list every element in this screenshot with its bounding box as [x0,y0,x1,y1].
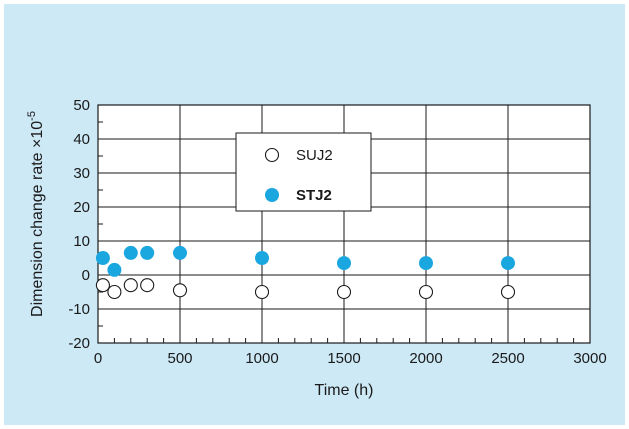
y-tick-label: 30 [73,165,90,182]
y-axis-title: Dimension change rate ×10-5 [26,111,46,317]
data-point-stj2 [255,251,269,265]
x-tick-label: 3000 [573,350,606,367]
data-point-stj2 [95,251,110,265]
legend-label-stj2: STJ2 [296,187,332,204]
data-point-suj2 [107,284,122,300]
data-point-stj2 [501,256,515,271]
legend-label-suj2: SUJ2 [296,147,333,164]
y-tick-label: -10 [68,301,90,318]
legend: SUJ2 STJ2 [235,132,372,212]
y-tick-label: 40 [73,131,90,148]
y-tick-label: 0 [82,267,90,284]
data-point-suj2 [95,278,110,293]
y-tick-label: -20 [68,335,90,352]
plot-border [97,104,591,344]
data-point-suj2 [140,278,155,293]
data-point-suj2 [500,284,516,300]
data-point-suj2 [254,284,270,300]
data-point-suj2 [172,283,188,298]
x-tick-label: 0 [94,350,102,367]
data-point-stj2 [419,256,433,271]
x-tick-labels: 0 500 1000 1500 2000 2500 3000 [94,350,607,367]
legend-box [235,132,372,212]
x-tick-label: 2000 [409,350,442,367]
x-tick-label: 1000 [245,350,278,367]
y-tick-label: 50 [73,97,90,114]
y-axis-title-main: Dimension change rate ×10 [29,121,46,317]
y-axis-title-exponent: -5 [26,111,38,121]
data-point-stj2 [140,245,155,260]
data-points [95,245,516,300]
x-axis-title: Time (h) [315,382,374,399]
legend-marker-stj2 [265,188,279,202]
y-tick-label: 10 [73,233,90,250]
y-tick-labels: -20 -10 0 10 20 30 40 50 [68,97,90,352]
data-point-suj2 [123,278,138,293]
x-tick-label: 2500 [491,350,524,367]
data-point-suj2 [418,284,434,300]
data-point-stj2 [107,262,122,277]
y-tick-label: 20 [73,199,90,216]
data-point-suj2 [336,284,352,300]
data-point-stj2 [123,245,138,260]
data-point-stj2 [173,245,187,260]
legend-marker-suj2 [264,147,280,163]
data-point-stj2 [337,256,351,271]
x-tick-label: 500 [167,350,192,367]
x-tick-label: 1500 [327,350,360,367]
